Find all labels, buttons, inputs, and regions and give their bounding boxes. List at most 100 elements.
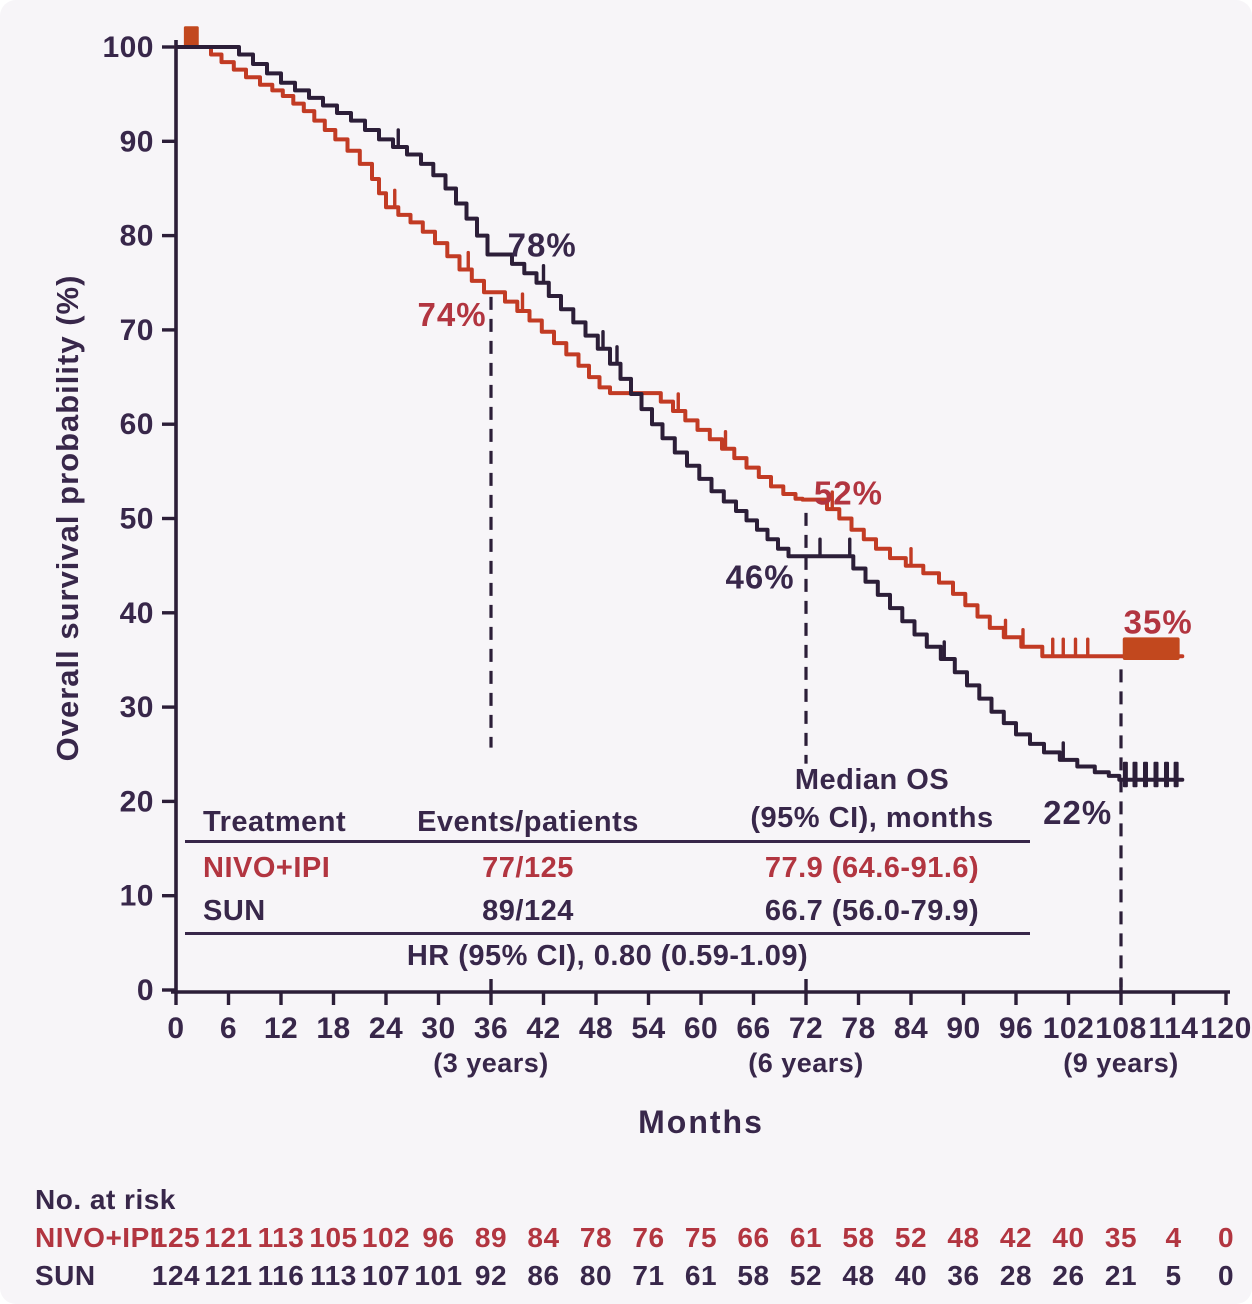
risk-count-NIVO+IPI-m12: 113 — [257, 1222, 305, 1253]
risk-count-NIVO+IPI-m96: 42 — [999, 1222, 1033, 1253]
risk-count-SUN-m48: 80 — [579, 1260, 613, 1291]
x-tick-label-78: 78 — [841, 1012, 875, 1045]
risk-count-SUN-m108: 21 — [1104, 1260, 1138, 1291]
risk-count-NIVO+IPI-m84: 52 — [894, 1222, 928, 1253]
year-label-108: (9 years) — [1063, 1048, 1179, 1078]
end-censor-tick-SUN — [1153, 761, 1159, 788]
risk-table-title: No. at risk — [35, 1184, 176, 1215]
risk-count-SUN-m90: 36 — [947, 1260, 980, 1291]
x-tick-label-36: 36 — [474, 1012, 508, 1045]
x-tick-label-120: 120 — [1200, 1012, 1252, 1045]
x-tick-label-66: 66 — [736, 1012, 770, 1045]
risk-count-NIVO+IPI-m78: 58 — [842, 1222, 875, 1253]
landmark-label-22%: 22% — [1043, 794, 1112, 831]
end-censor-block-NIVO+IPI — [1122, 637, 1180, 660]
risk-count-NIVO+IPI-m18: 105 — [309, 1222, 358, 1253]
x-tick-label-0: 0 — [167, 1012, 184, 1045]
x-tick-label-54: 54 — [631, 1012, 665, 1045]
risk-count-SUN-m78: 48 — [842, 1260, 875, 1291]
y-tick-label-60: 60 — [120, 408, 154, 441]
x-tick-label-60: 60 — [684, 1012, 718, 1045]
risk-count-SUN-m66: 58 — [737, 1260, 770, 1291]
year-label-72: (6 years) — [748, 1048, 864, 1078]
stats-header-median-line2: (95% CI), months — [750, 802, 994, 834]
x-tick-label-18: 18 — [316, 1012, 350, 1045]
stats-row-sun-events: 89/124 — [482, 895, 574, 927]
risk-count-NIVO+IPI-m114: 4 — [1165, 1222, 1182, 1253]
risk-count-NIVO+IPI-m102: 40 — [1052, 1222, 1085, 1253]
end-censor-tick-SUN — [1143, 761, 1148, 788]
x-tick-label-114: 114 — [1149, 1012, 1199, 1045]
risk-count-NIVO+IPI-m48: 78 — [579, 1222, 613, 1253]
risk-count-SUN-m0: 124 — [151, 1260, 201, 1291]
x-tick-label-30: 30 — [421, 1012, 455, 1045]
risk-count-SUN-m54: 71 — [632, 1260, 665, 1291]
survival-curve-SUN — [174, 45, 1185, 782]
risk-count-NIVO+IPI-m24: 102 — [361, 1222, 411, 1253]
y-tick-label-0: 0 — [137, 974, 154, 1007]
risk-count-SUN-m72: 52 — [789, 1260, 823, 1291]
y-tick-label-30: 30 — [120, 691, 154, 724]
x-tick-label-108: 108 — [1095, 1012, 1147, 1045]
y-tick-label-50: 50 — [120, 503, 154, 536]
risk-count-SUN-m12: 116 — [257, 1260, 305, 1291]
stats-header-median-line1: Median OS — [794, 764, 950, 796]
risk-count-SUN-m114: 5 — [1165, 1260, 1182, 1291]
stats-rule-bottom — [185, 932, 1030, 935]
x-tick-label-72: 72 — [789, 1012, 823, 1045]
end-censor-tick-SUN — [1132, 761, 1138, 788]
survival-curve-NIVO+IPI — [174, 45, 1185, 659]
y-tick-label-80: 80 — [120, 220, 154, 253]
risk-count-SUN-m120: 0 — [1217, 1260, 1235, 1291]
risk-count-NIVO+IPI-m30: 96 — [422, 1222, 455, 1253]
y-tick-label-40: 40 — [120, 597, 154, 630]
risk-count-SUN-m84: 40 — [894, 1260, 928, 1291]
risk-count-SUN-m6: 121 — [204, 1260, 253, 1291]
y-tick-label-100: 100 — [102, 31, 154, 64]
risk-count-SUN-m18: 113 — [310, 1260, 357, 1291]
risk-count-NIVO+IPI-m36: 89 — [474, 1222, 508, 1253]
stats-table: Treatment Events/patients Median OS (95%… — [185, 762, 1030, 977]
x-tick-label-42: 42 — [526, 1012, 560, 1045]
risk-count-NIVO+IPI-m72: 61 — [789, 1222, 823, 1253]
risk-count-NIVO+IPI-m0: 125 — [151, 1222, 201, 1253]
stats-header-treatment: Treatment — [203, 806, 347, 838]
risk-count-SUN-m102: 26 — [1052, 1260, 1085, 1291]
y-tick-label-90: 90 — [120, 125, 154, 158]
risk-count-SUN-m24: 107 — [361, 1260, 411, 1291]
hazard-ratio-text: HR (95% CI), 0.80 (0.59-1.09) — [406, 940, 809, 972]
end-censor-tick-SUN — [1122, 761, 1128, 788]
risk-count-NIVO+IPI-m6: 121 — [204, 1222, 253, 1253]
risk-count-SUN-m36: 92 — [474, 1260, 508, 1291]
y-tick-label-10: 10 — [120, 880, 154, 913]
risk-count-NIVO+IPI-m90: 48 — [947, 1222, 980, 1253]
risk-count-NIVO+IPI-m60: 75 — [684, 1222, 718, 1253]
year-label-36: (3 years) — [433, 1048, 549, 1078]
x-axis-title: Months — [638, 1104, 764, 1140]
risk-count-SUN-m96: 28 — [999, 1260, 1033, 1291]
landmark-label-35%: 35% — [1124, 604, 1193, 641]
risk-count-NIVO+IPI-m120: 0 — [1217, 1222, 1235, 1253]
risk-count-NIVO+IPI-m54: 76 — [632, 1222, 665, 1253]
end-censor-tick-SUN — [1173, 761, 1179, 788]
stats-row-nivo-treatment: NIVO+IPI — [203, 852, 331, 884]
stats-rule-top — [185, 840, 1030, 843]
risk-count-SUN-m30: 101 — [414, 1260, 463, 1291]
x-tick-label-84: 84 — [894, 1012, 928, 1045]
x-tick-label-24: 24 — [369, 1012, 403, 1045]
landmark-label-46%: 46% — [726, 558, 795, 595]
stats-row-nivo-events: 77/125 — [482, 852, 574, 884]
risk-count-NIVO+IPI-m42: 84 — [527, 1222, 560, 1253]
x-tick-label-48: 48 — [579, 1012, 613, 1045]
y-axis-title: Overall survival probability (%) — [50, 275, 85, 762]
x-tick-label-90: 90 — [946, 1012, 980, 1045]
x-tick-label-6: 6 — [220, 1012, 237, 1045]
landmark-label-78%: 78% — [508, 226, 577, 263]
y-tick-label-20: 20 — [120, 785, 154, 818]
risk-count-SUN-m60: 61 — [684, 1260, 718, 1291]
stats-header-events: Events/patients — [417, 806, 639, 838]
y-tick-label-70: 70 — [120, 314, 154, 347]
risk-count-SUN-m42: 86 — [527, 1260, 560, 1291]
